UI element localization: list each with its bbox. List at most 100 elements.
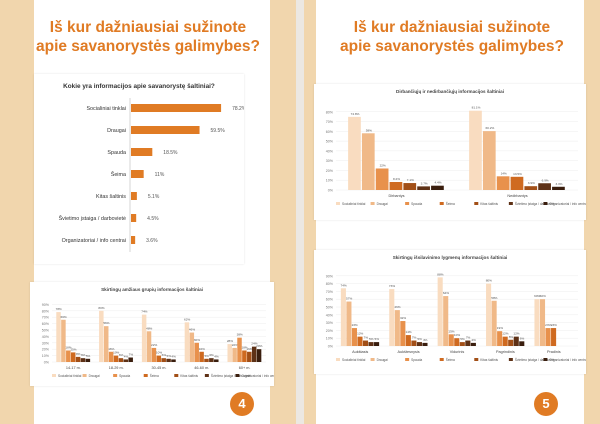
y-tick-label: 70% <box>326 120 334 124</box>
data-label: 14% <box>501 171 507 175</box>
data-label: 7% <box>412 336 417 340</box>
data-label: 3.3% <box>555 182 562 186</box>
bar <box>368 342 374 346</box>
data-label: 6.9% <box>542 178 549 182</box>
data-label: 22% <box>151 343 157 347</box>
data-label: 10% <box>454 333 460 337</box>
x-tick-label: Aukštasis <box>352 350 368 354</box>
bar <box>184 322 190 362</box>
bar <box>131 148 153 156</box>
legend-label: Organizatoriai / info centrai <box>549 202 586 206</box>
data-label: 4.4% <box>434 181 441 185</box>
legend-swatch <box>174 374 179 377</box>
bar <box>166 358 171 362</box>
bar <box>394 310 400 346</box>
data-label: 4.5% <box>147 216 159 222</box>
data-label: 59.5% <box>211 128 226 134</box>
x-tick-label: 30-45 m. <box>152 366 167 370</box>
x-tick-label: 14-17 m. <box>66 366 81 370</box>
bar <box>141 314 147 362</box>
data-label: 80% <box>486 279 492 283</box>
legend-swatch <box>204 374 209 377</box>
data-label: 88% <box>437 272 443 276</box>
legend-label: Socialiniai tinklai <box>58 374 82 378</box>
data-label: 73% <box>389 284 395 288</box>
decorative-stripe <box>0 0 34 424</box>
category-label: Kitas šaltinis <box>96 194 126 200</box>
bar <box>416 342 422 346</box>
bar <box>103 326 109 362</box>
data-label: 7.1% <box>407 178 414 182</box>
legend-swatch <box>143 374 148 377</box>
x-tick-label: 46-60 m. <box>194 366 209 370</box>
bar <box>348 116 361 190</box>
y-tick-label: 10% <box>326 337 334 341</box>
data-label: 16% <box>199 347 205 351</box>
page-title: Iš kur dažniausiai sužinote apie savanor… <box>304 18 600 56</box>
data-label: 58% <box>491 296 497 300</box>
legend-label: Kitas šaltinis <box>180 374 198 378</box>
data-label: 15% <box>448 329 454 333</box>
y-tick-label: 30% <box>42 341 50 345</box>
data-label: 19% <box>497 326 503 330</box>
y-tick-label: 40% <box>42 335 50 339</box>
data-label: 20% <box>256 344 262 348</box>
bar <box>502 336 508 346</box>
data-label: 3.7% <box>421 181 428 185</box>
legend-swatch <box>370 358 375 361</box>
bar <box>454 338 460 346</box>
legend-label: Švietimo įstaiga / darbovietė <box>515 357 555 362</box>
bar <box>513 336 519 346</box>
legend-label: Draugai <box>377 358 388 362</box>
y-tick-label: 0% <box>328 189 334 193</box>
data-label: 5.1% <box>148 194 160 200</box>
chart-title: Dirbančiųjų ir nedirbančiųjų informacijo… <box>396 89 504 94</box>
legend-label: Draugai <box>89 374 100 378</box>
bar <box>251 346 257 362</box>
data-label: 12% <box>513 332 519 336</box>
bar <box>70 352 76 362</box>
data-label: 28% <box>227 339 233 343</box>
data-label: 48% <box>146 326 152 330</box>
data-label: 5% <box>204 354 209 358</box>
y-tick-label: 60% <box>326 298 334 302</box>
bar <box>411 340 417 346</box>
data-label: 23% <box>545 323 551 327</box>
bar <box>214 359 219 362</box>
data-label: 6% <box>209 353 214 357</box>
page-title: Iš kur dažniausiai sužinote apie savanor… <box>0 18 296 56</box>
bar <box>189 332 195 362</box>
bar <box>227 344 232 362</box>
data-label: 11% <box>155 172 165 178</box>
bar <box>403 183 417 190</box>
y-tick-label: 60% <box>42 322 50 326</box>
chart-card-education: Skirtingų išsilavinimo lygmenų informaci… <box>314 250 588 374</box>
legend-label: Šeima <box>150 373 159 378</box>
data-label: 18% <box>241 345 247 349</box>
data-label: 3.9% <box>528 181 535 185</box>
legend-swatch <box>508 358 513 361</box>
bar <box>209 358 214 362</box>
category-label: Švietimo įstaiga / darbovietė <box>59 215 126 222</box>
data-label: 8% <box>509 335 514 339</box>
chart-card-sources: Kokie yra informacijos apie savanorystę … <box>34 74 247 264</box>
legend-swatch <box>543 202 548 205</box>
data-label: 78.2% <box>232 106 244 112</box>
bar <box>422 342 428 346</box>
data-label: 12% <box>357 332 363 336</box>
x-tick-label: Pradinis <box>547 350 561 354</box>
data-label: 5% <box>460 337 465 341</box>
bar <box>232 347 237 362</box>
y-tick-label: 20% <box>326 169 334 173</box>
bar <box>545 328 551 346</box>
y-tick-label: 40% <box>326 313 334 317</box>
legend-swatch <box>405 202 410 205</box>
data-label: 23% <box>352 323 358 327</box>
x-tick-label: Vidurinis <box>450 350 465 354</box>
bar <box>519 341 525 346</box>
x-tick-label: 18-29 m. <box>109 366 124 370</box>
data-label: 4% <box>171 354 176 358</box>
sources-bar-chart: Kokie yra informacijos apie savanorystę … <box>59 83 247 252</box>
legend-swatch <box>474 202 479 205</box>
bar <box>524 186 538 190</box>
